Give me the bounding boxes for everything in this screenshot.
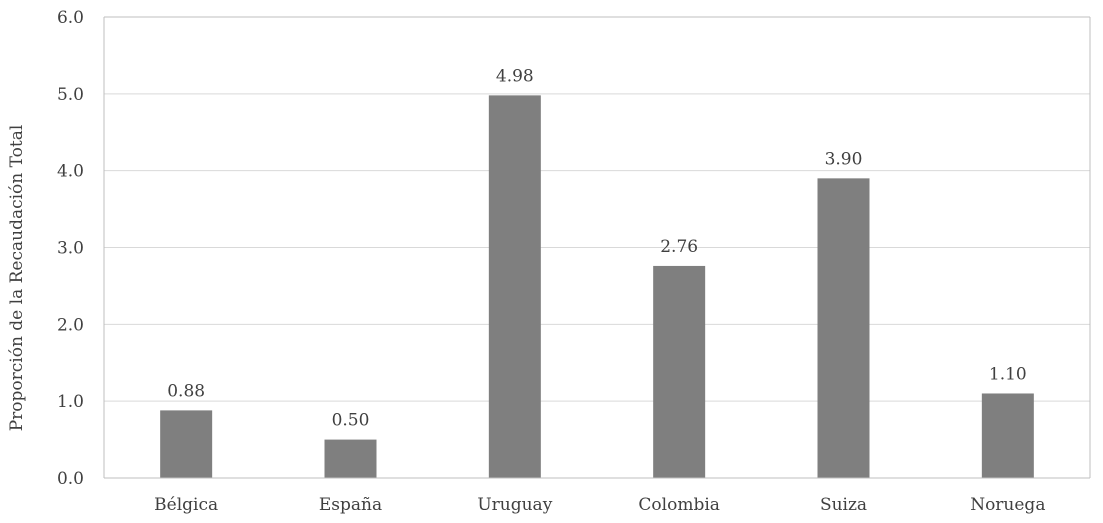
y-tick-label: 4.0	[57, 162, 84, 182]
x-category-label: Uruguay	[477, 495, 552, 515]
data-label: 2.76	[660, 237, 698, 257]
y-tick-label: 6.0	[57, 8, 84, 28]
x-category-label: Bélgica	[154, 495, 218, 515]
data-label: 1.10	[989, 364, 1027, 384]
data-label: 3.90	[825, 149, 863, 169]
bar	[160, 410, 213, 478]
bars	[160, 95, 1034, 479]
y-axis-title: Proporción de la Recaudación Total	[7, 125, 27, 432]
bar	[324, 439, 377, 478]
y-tick-label: 1.0	[57, 392, 84, 412]
x-category-label: Suiza	[820, 495, 867, 515]
y-tick-label: 2.0	[57, 315, 84, 335]
data-labels: 0.88 0.50 4.98 2.76 3.90 1.10	[167, 66, 1027, 430]
x-axis-categories: Bélgica España Uruguay Colombia Suiza Noruega	[154, 495, 1045, 515]
data-label: 4.98	[496, 66, 534, 86]
bar	[981, 393, 1034, 478]
bar	[817, 178, 870, 478]
data-label: 0.88	[167, 381, 205, 401]
y-axis-ticks: 0.0 1.0 2.0 3.0 4.0 5.0 6.0	[57, 8, 84, 489]
y-tick-label: 5.0	[57, 85, 84, 105]
bar	[653, 265, 706, 478]
bar	[488, 95, 541, 479]
y-tick-label: 0.0	[57, 469, 84, 489]
x-category-label: España	[319, 495, 382, 515]
data-label: 0.50	[332, 411, 370, 431]
x-category-label: Noruega	[970, 495, 1045, 515]
x-category-label: Colombia	[638, 495, 720, 515]
gridlines	[104, 16, 1090, 402]
y-tick-label: 3.0	[57, 239, 84, 259]
